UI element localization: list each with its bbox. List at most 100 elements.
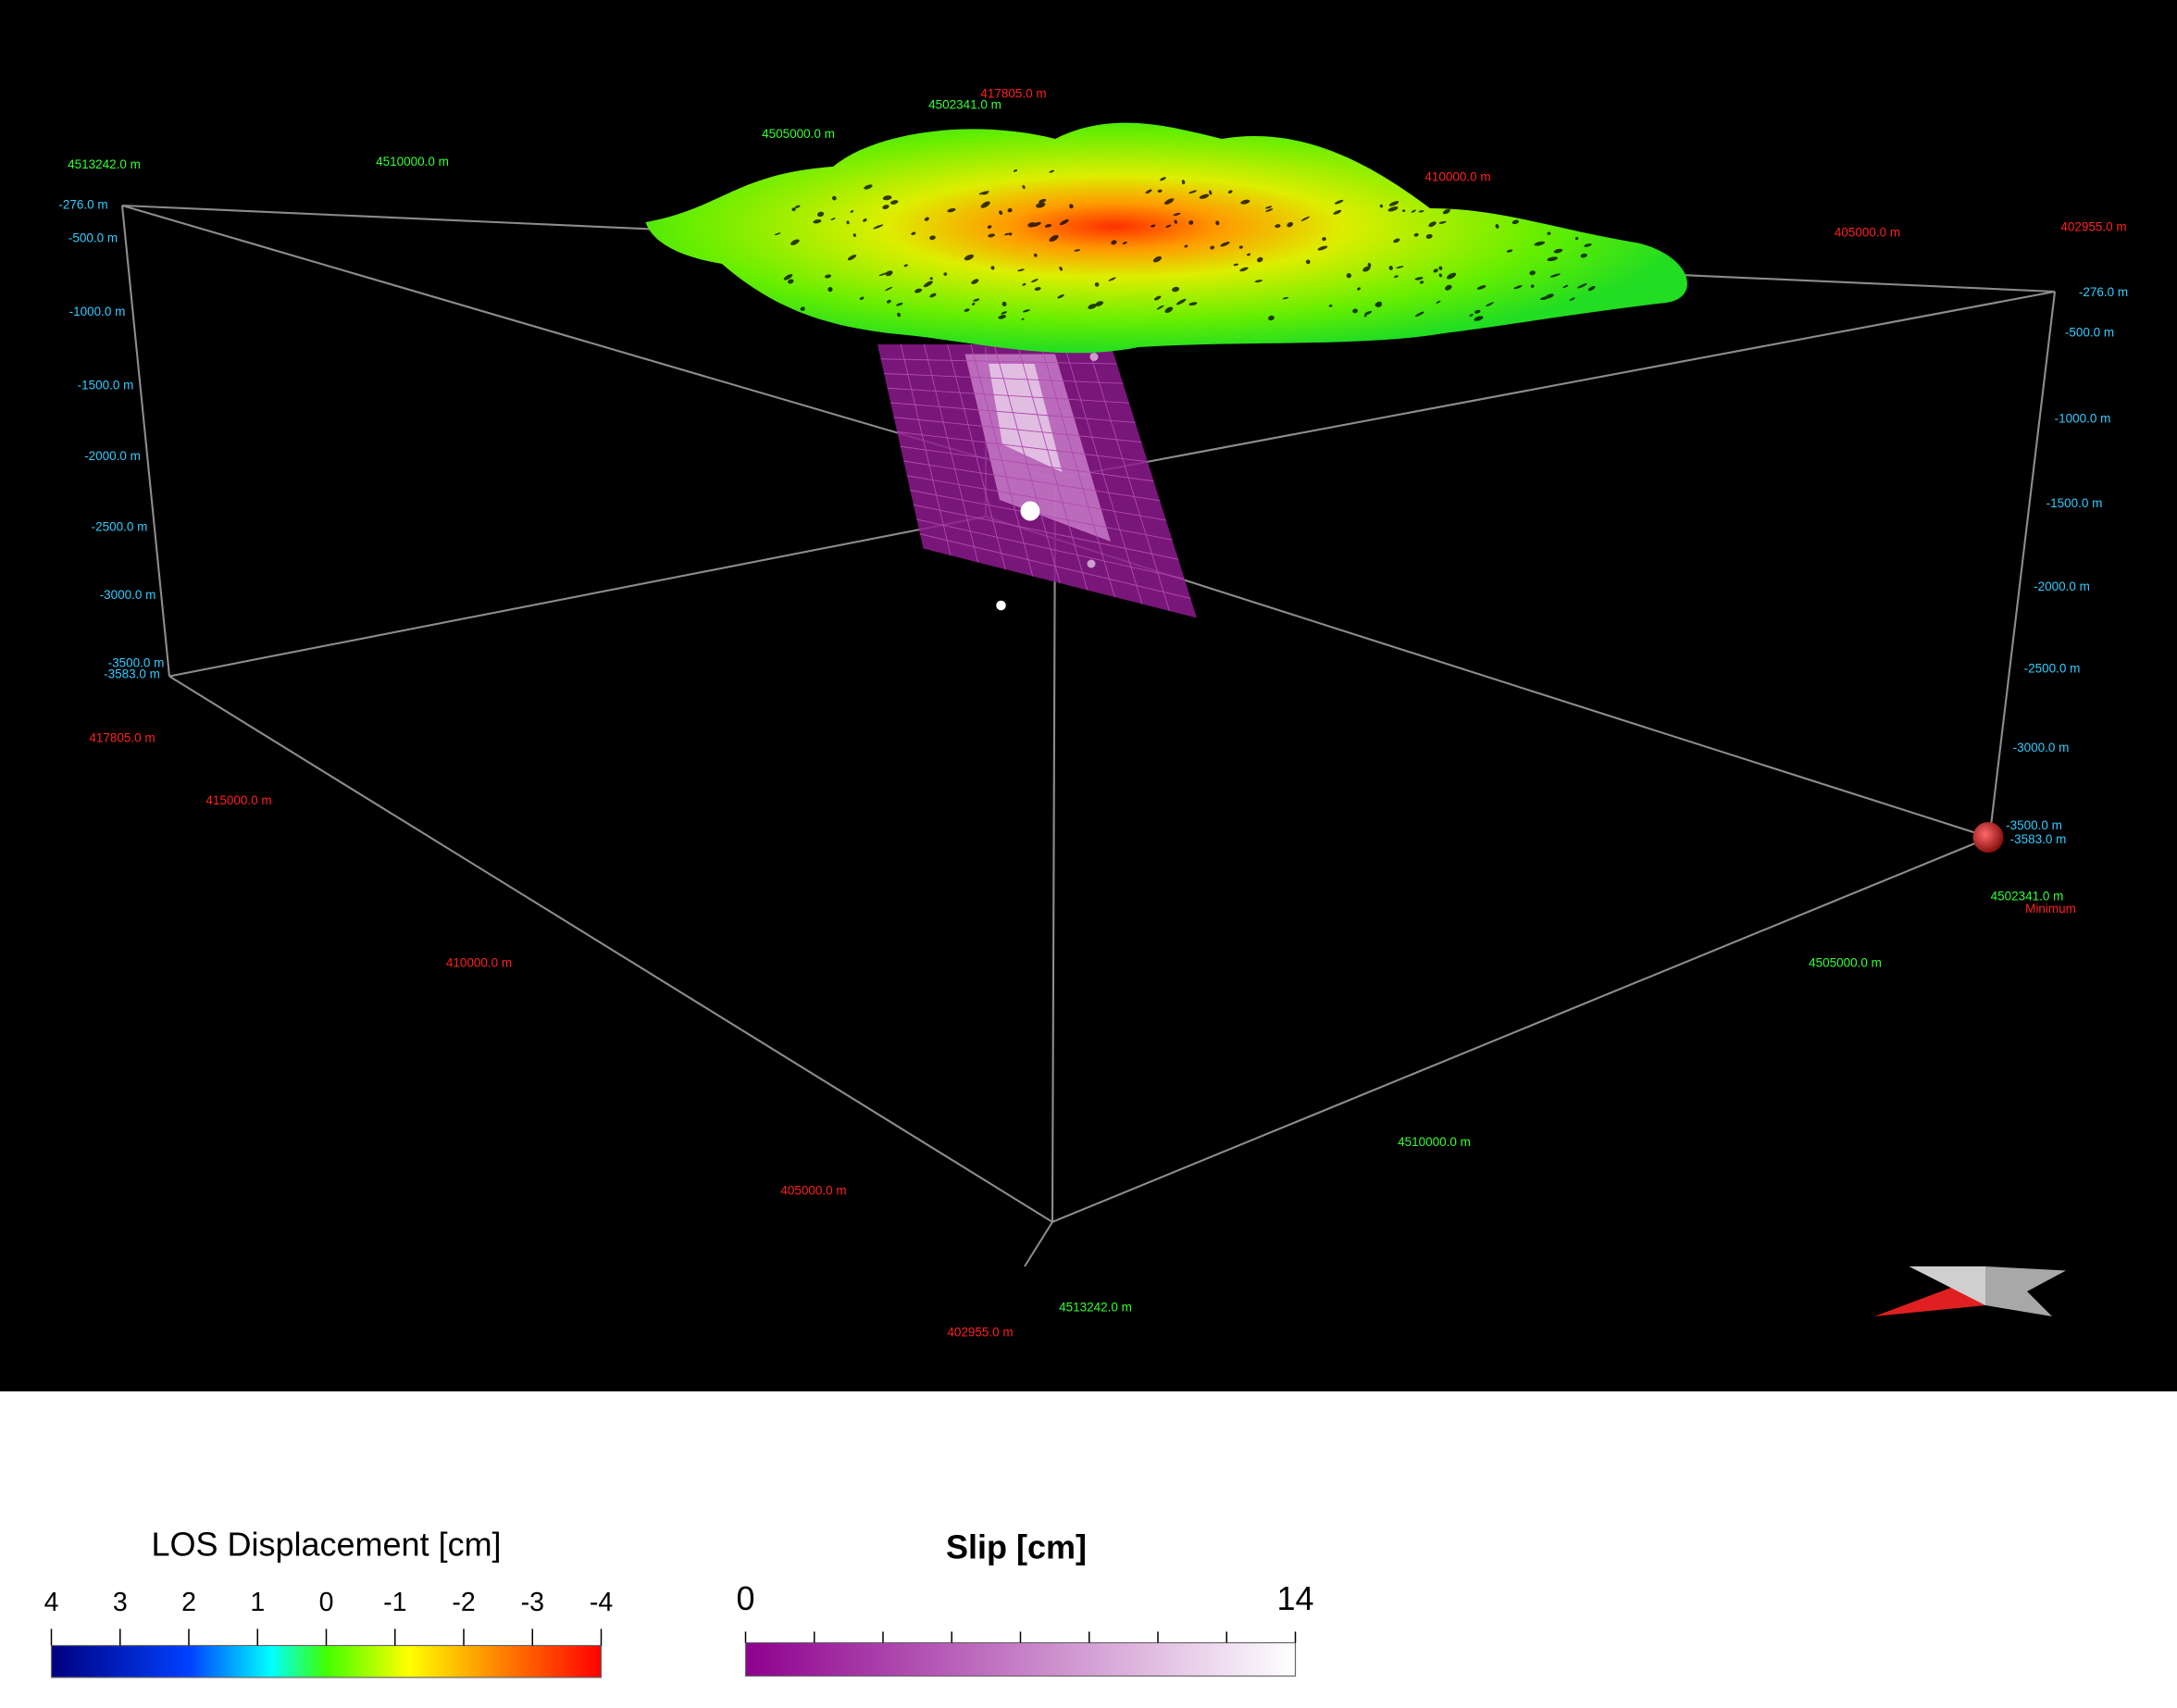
speckle (817, 211, 825, 218)
speckle (984, 192, 989, 195)
speckle (1173, 212, 1181, 217)
speckle (1300, 216, 1310, 221)
speckle (897, 312, 902, 318)
speckle (1587, 285, 1596, 292)
axis-label: -2500.0 m (2024, 662, 2081, 676)
speckle (1036, 202, 1046, 208)
speckle (889, 200, 899, 205)
colorbar-gradient (744, 1641, 1297, 1677)
speckle (1562, 284, 1569, 289)
speckle (1165, 224, 1172, 228)
speckle (1088, 304, 1097, 310)
speckle (914, 288, 923, 293)
speckle (1499, 209, 1509, 215)
axis-label: 4505000.0 m (1809, 956, 1882, 970)
speckle (1363, 315, 1367, 318)
speckle (1438, 273, 1443, 278)
speckle (964, 308, 970, 312)
axis-label: -1500.0 m (2046, 496, 2103, 510)
speckle (1017, 268, 1025, 272)
speckle (830, 218, 836, 220)
speckle (1268, 315, 1275, 321)
speckle (1034, 287, 1041, 291)
fault-plane (877, 343, 1197, 618)
speckle (1022, 184, 1026, 190)
speckle (1220, 242, 1230, 247)
speckle (1596, 229, 1607, 236)
speckle (827, 287, 833, 293)
speckle (882, 195, 892, 201)
colorbar-title: LOS Displacement [cm] (151, 1526, 501, 1564)
speckle (1022, 309, 1030, 313)
speckle (929, 235, 936, 241)
speckle (1172, 286, 1180, 293)
speckle (1388, 201, 1400, 206)
speckle (971, 303, 976, 305)
colorbar: Slip [cm] 0 14 (736, 1528, 1314, 1677)
speckle (924, 217, 929, 221)
speckle (1442, 208, 1450, 215)
speckle (788, 279, 794, 284)
speckle (1275, 224, 1281, 229)
grid-line (910, 490, 1173, 541)
speckle (1184, 244, 1188, 248)
axis-label: 4505000.0 m (762, 127, 835, 141)
speckle (1438, 266, 1443, 270)
axis-label: -2500.0 m (92, 520, 148, 534)
speckle (1004, 232, 1010, 236)
speckle (791, 207, 796, 212)
speckle (929, 293, 937, 298)
speckle (923, 281, 933, 288)
speckle (1122, 242, 1127, 244)
speckle (850, 210, 854, 213)
axis-label: -1000.0 m (69, 305, 126, 318)
speckle (1049, 234, 1059, 243)
grid-line (887, 387, 1129, 404)
speckle (1388, 266, 1393, 270)
speckle (987, 225, 992, 229)
speckle (846, 220, 850, 225)
speckle (1069, 204, 1074, 209)
sources (996, 353, 2004, 853)
speckle (1322, 237, 1326, 242)
speckle (1227, 190, 1233, 194)
speckle (973, 298, 980, 302)
axis-label: 4502341.0 m (1991, 890, 2064, 904)
grid-line (903, 460, 1161, 502)
axis-label: -3500.0 m (108, 656, 165, 670)
speckle (903, 264, 908, 268)
axis-label: 415000.0 m (205, 793, 271, 807)
speckle (1247, 253, 1250, 256)
speckle (971, 279, 979, 285)
speckle (1188, 190, 1197, 194)
grid-line (900, 445, 1154, 482)
axis-label: 4513242.0 m (1059, 1301, 1132, 1315)
speckle (859, 296, 865, 301)
speckle (1584, 243, 1592, 247)
speckle (1233, 263, 1239, 267)
speckle (1446, 272, 1457, 280)
speckle (1254, 280, 1263, 283)
axis-label: 402955.0 m (2060, 220, 2126, 234)
speckle (1145, 189, 1152, 194)
axis-label: 405000.0 m (780, 1184, 846, 1198)
speckle (1031, 221, 1041, 228)
speckle (863, 218, 867, 222)
speckle (1414, 277, 1424, 281)
speckle (1033, 253, 1038, 257)
speckle (1580, 253, 1587, 258)
speckle (1256, 256, 1263, 263)
grid-line (916, 518, 1185, 580)
axis-label: -2000.0 m (84, 449, 141, 463)
speckle (1021, 318, 1025, 320)
grid-line (913, 504, 1179, 560)
speckle (1049, 169, 1054, 173)
grid-line (906, 475, 1166, 521)
speckle (1529, 270, 1536, 276)
speckle (882, 205, 889, 210)
speckle (929, 277, 933, 281)
speckle (1396, 266, 1404, 268)
colorbar-gradient (50, 1644, 603, 1678)
speckle (847, 255, 857, 261)
speckle (864, 184, 873, 190)
